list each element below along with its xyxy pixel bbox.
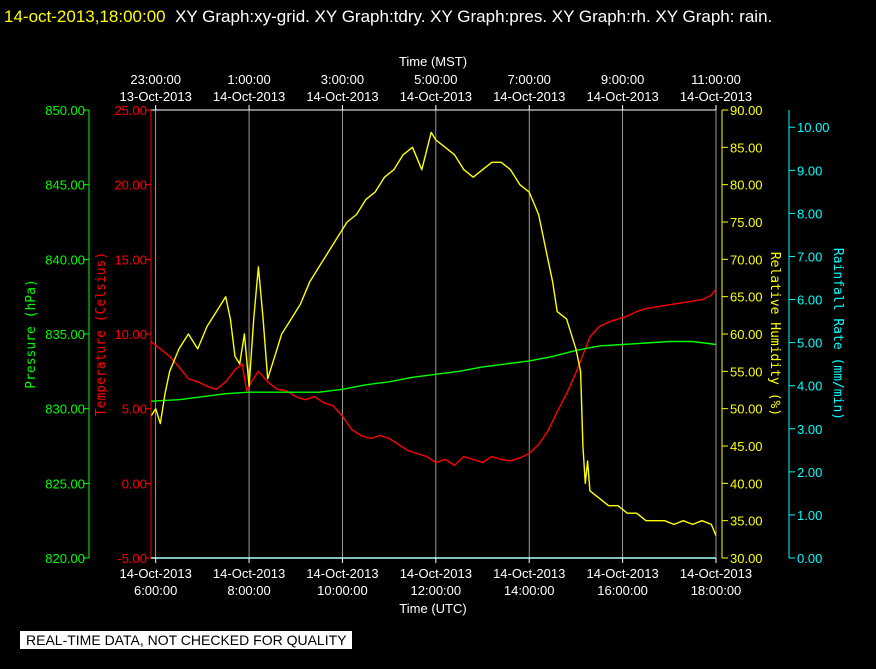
x-tick-label-top-date: 14-Oct-2013 bbox=[213, 89, 285, 104]
rain-tick-label: 5.00 bbox=[797, 336, 822, 351]
x-tick-label-bottom-date: 14-Oct-2013 bbox=[680, 566, 752, 581]
x-tick-label-bottom-date: 14-Oct-2013 bbox=[120, 566, 192, 581]
humidity-tick-label: 45.00 bbox=[730, 439, 763, 454]
temperature-tick-label: -5.00 bbox=[117, 551, 147, 566]
x-tick-label-top-date: 14-Oct-2013 bbox=[493, 89, 565, 104]
pressure-axis-title: Pressure (hPa) bbox=[24, 279, 39, 389]
axes-layer: 14-Oct-2013 6:00:00 14-Oct-2013 8:00:00 14-O… bbox=[45, 72, 829, 598]
pressure-tick-label: 830.00 bbox=[45, 402, 85, 417]
x-tick-label-top-time: 7:00:00 bbox=[508, 72, 551, 87]
x-axis-bottom-title: Time (UTC) bbox=[399, 601, 466, 616]
title-timestamp: 14-oct-2013,18:00:00 bbox=[4, 7, 166, 26]
humidity-tick-label: 30.00 bbox=[730, 551, 763, 566]
x-tick-label-top-date: 14-Oct-2013 bbox=[400, 89, 472, 104]
pressure-tick-label: 820.00 bbox=[45, 551, 85, 566]
x-tick-label-top-time: 1:00:00 bbox=[227, 72, 270, 87]
x-axis-top-title: Time (MST) bbox=[399, 54, 467, 69]
humidity-axis-title: Relative Humidity (%) bbox=[767, 252, 782, 416]
x-tick-label-bottom-date: 14-Oct-2013 bbox=[586, 566, 658, 581]
x-tick-label-top-date: 13-Oct-2013 bbox=[120, 89, 192, 104]
temperature-tick-label: 5.00 bbox=[122, 402, 147, 417]
x-tick-label-bottom-time: 6:00:00 bbox=[134, 583, 177, 598]
series-line-pres bbox=[150, 340, 717, 402]
x-tick-label-top-date: 14-Oct-2013 bbox=[306, 89, 378, 104]
humidity-tick-label: 50.00 bbox=[730, 402, 763, 417]
x-tick-label-bottom-time: 14:00:00 bbox=[504, 583, 555, 598]
humidity-tick-label: 70.00 bbox=[730, 252, 763, 267]
pressure-tick-label: 845.00 bbox=[45, 178, 85, 193]
rain-tick-label: 1.00 bbox=[797, 508, 822, 523]
rain-axis-title: Rainfall Rate (mm/min) bbox=[830, 248, 845, 420]
pressure-tick-label: 840.00 bbox=[45, 252, 85, 267]
series-line-tdry bbox=[150, 288, 717, 467]
x-tick-label-top-time: 11:00:00 bbox=[691, 72, 741, 87]
x-tick-label-top-time: 5:00:00 bbox=[414, 72, 457, 87]
pressure-tick-label: 825.00 bbox=[45, 476, 85, 491]
rain-tick-label: 0.00 bbox=[797, 551, 822, 566]
rain-tick-label: 7.00 bbox=[797, 249, 822, 264]
x-tick-label-bottom-time: 8:00:00 bbox=[227, 583, 270, 598]
x-tick-label-top-time: 23:00:00 bbox=[130, 72, 181, 87]
x-tick-label-top-date: 14-Oct-2013 bbox=[680, 89, 752, 104]
temperature-axis-title: Temperature (Celsius) bbox=[94, 252, 109, 416]
rain-tick-label: 4.00 bbox=[797, 379, 822, 394]
rain-tick-label: 2.00 bbox=[797, 465, 822, 480]
pressure-tick-label: 850.00 bbox=[45, 103, 85, 118]
humidity-tick-label: 85.00 bbox=[730, 140, 763, 155]
quality-notice: REAL-TIME DATA, NOT CHECKED FOR QUALITY bbox=[20, 631, 353, 649]
x-tick-label-bottom-date: 14-Oct-2013 bbox=[400, 566, 472, 581]
rain-tick-label: 8.00 bbox=[797, 206, 822, 221]
x-tick-label-top-date: 14-Oct-2013 bbox=[586, 89, 658, 104]
x-tick-label-bottom-date: 14-Oct-2013 bbox=[213, 566, 285, 581]
temperature-tick-label: 15.00 bbox=[114, 252, 147, 267]
rain-tick-label: 3.00 bbox=[797, 422, 822, 437]
x-tick-label-top-time: 3:00:00 bbox=[321, 72, 364, 87]
humidity-tick-label: 80.00 bbox=[730, 178, 763, 193]
humidity-tick-label: 90.00 bbox=[730, 103, 763, 118]
humidity-tick-label: 40.00 bbox=[730, 476, 763, 491]
x-tick-label-bottom-time: 18:00:00 bbox=[691, 583, 742, 598]
grid-lines bbox=[155, 110, 717, 558]
page-title: 14-oct-2013,18:00:00 XY Graph:xy-grid. X… bbox=[4, 2, 864, 32]
x-tick-label-top-time: 9:00:00 bbox=[601, 72, 644, 87]
humidity-tick-label: 55.00 bbox=[730, 364, 763, 379]
rain-tick-label: 10.00 bbox=[797, 120, 830, 135]
humidity-tick-label: 65.00 bbox=[730, 290, 763, 305]
x-tick-label-bottom-time: 12:00:00 bbox=[411, 583, 462, 598]
rain-tick-label: 6.00 bbox=[797, 293, 822, 308]
weather-chart: 14-Oct-2013 6:00:00 14-Oct-2013 8:00:00 14-O… bbox=[24, 54, 845, 616]
pressure-tick-label: 835.00 bbox=[45, 327, 85, 342]
x-tick-label-bottom-time: 16:00:00 bbox=[597, 583, 648, 598]
temperature-tick-label: 20.00 bbox=[114, 178, 147, 193]
temperature-tick-label: 10.00 bbox=[114, 327, 147, 342]
plot-area bbox=[151, 110, 716, 558]
x-tick-label-bottom-time: 10:00:00 bbox=[317, 583, 368, 598]
x-tick-label-bottom-date: 14-Oct-2013 bbox=[306, 566, 378, 581]
x-tick-label-bottom-date: 14-Oct-2013 bbox=[493, 566, 565, 581]
humidity-tick-label: 35.00 bbox=[730, 514, 763, 529]
rain-tick-label: 9.00 bbox=[797, 163, 822, 178]
humidity-tick-label: 60.00 bbox=[730, 327, 763, 342]
series-line-rh bbox=[150, 131, 717, 536]
temperature-tick-label: 25.00 bbox=[114, 103, 147, 118]
temperature-tick-label: 0.00 bbox=[122, 476, 147, 491]
humidity-tick-label: 75.00 bbox=[730, 215, 763, 230]
title-graph-list: XY Graph:xy-grid. XY Graph:tdry. XY Grap… bbox=[175, 7, 773, 26]
